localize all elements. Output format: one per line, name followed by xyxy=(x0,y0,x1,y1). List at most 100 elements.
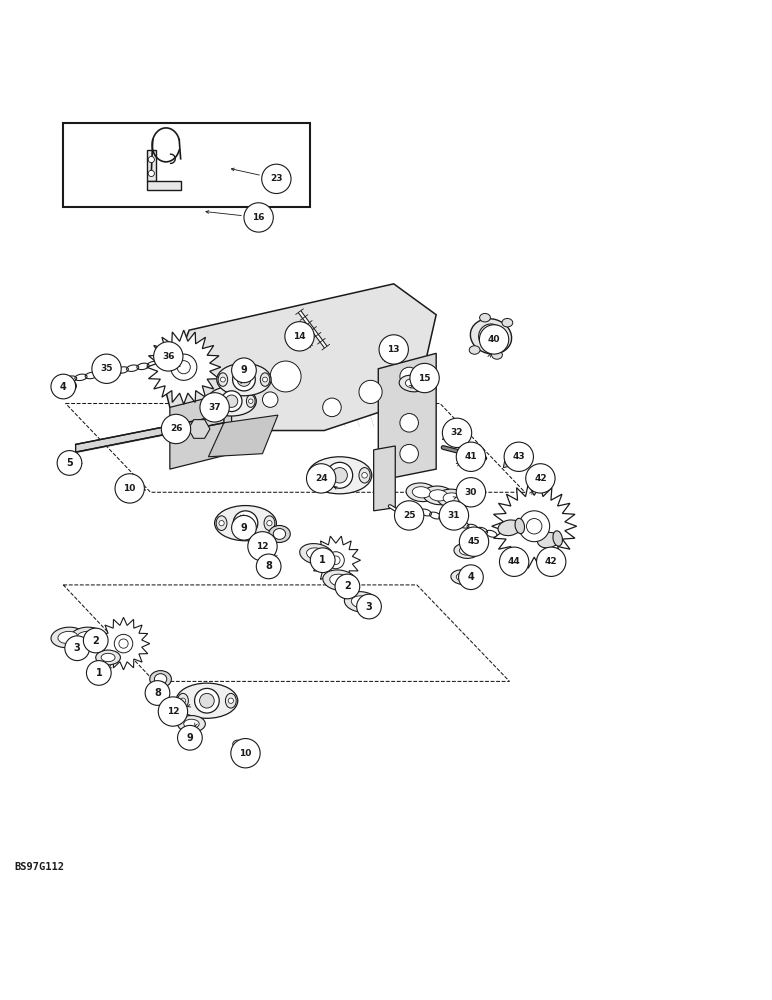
Circle shape xyxy=(210,399,215,403)
Circle shape xyxy=(359,380,382,404)
Circle shape xyxy=(158,697,188,726)
Circle shape xyxy=(57,451,82,475)
Ellipse shape xyxy=(208,395,217,407)
Ellipse shape xyxy=(359,468,371,483)
Circle shape xyxy=(270,361,301,392)
Ellipse shape xyxy=(176,683,238,718)
Ellipse shape xyxy=(307,457,372,494)
Circle shape xyxy=(233,511,258,535)
Circle shape xyxy=(262,164,291,194)
Circle shape xyxy=(400,367,418,386)
Text: 10: 10 xyxy=(124,484,136,493)
Circle shape xyxy=(238,516,253,530)
Text: 16: 16 xyxy=(252,213,265,222)
Ellipse shape xyxy=(51,627,85,648)
Ellipse shape xyxy=(323,570,357,591)
Text: 23: 23 xyxy=(270,174,283,183)
Polygon shape xyxy=(378,353,436,481)
Text: 2: 2 xyxy=(344,581,350,591)
Circle shape xyxy=(456,442,486,471)
Ellipse shape xyxy=(232,740,242,748)
Text: 42: 42 xyxy=(534,474,547,483)
Circle shape xyxy=(200,393,229,422)
Ellipse shape xyxy=(469,346,480,354)
Text: 41: 41 xyxy=(465,452,477,461)
Ellipse shape xyxy=(459,547,473,555)
Ellipse shape xyxy=(225,693,236,708)
Polygon shape xyxy=(374,446,395,511)
Ellipse shape xyxy=(216,516,227,530)
Circle shape xyxy=(178,725,202,750)
Circle shape xyxy=(248,532,277,561)
Circle shape xyxy=(379,335,408,364)
Circle shape xyxy=(219,521,224,526)
Circle shape xyxy=(86,661,111,685)
Text: 25: 25 xyxy=(403,511,415,520)
Text: 13: 13 xyxy=(388,345,400,354)
Ellipse shape xyxy=(492,351,503,359)
Text: 12: 12 xyxy=(167,707,179,716)
Circle shape xyxy=(394,501,424,530)
Ellipse shape xyxy=(217,363,271,396)
Ellipse shape xyxy=(246,395,255,407)
Text: 31: 31 xyxy=(448,511,460,520)
Text: 12: 12 xyxy=(256,542,269,551)
Circle shape xyxy=(154,342,183,371)
Circle shape xyxy=(306,464,336,493)
Polygon shape xyxy=(97,617,150,670)
Ellipse shape xyxy=(178,716,205,732)
Ellipse shape xyxy=(184,719,199,729)
Circle shape xyxy=(115,474,144,503)
Ellipse shape xyxy=(454,543,479,558)
Circle shape xyxy=(241,742,250,752)
Polygon shape xyxy=(147,181,181,190)
Text: 24: 24 xyxy=(315,474,327,483)
Polygon shape xyxy=(503,454,513,468)
Circle shape xyxy=(161,414,191,444)
Circle shape xyxy=(83,628,108,653)
Ellipse shape xyxy=(399,375,427,392)
Ellipse shape xyxy=(249,536,273,551)
Polygon shape xyxy=(166,284,436,431)
Text: 9: 9 xyxy=(187,733,193,743)
Ellipse shape xyxy=(456,573,470,581)
Circle shape xyxy=(312,473,317,478)
Ellipse shape xyxy=(126,483,137,491)
Circle shape xyxy=(526,464,555,493)
Text: 43: 43 xyxy=(513,452,525,461)
Circle shape xyxy=(519,511,550,542)
Ellipse shape xyxy=(76,631,96,643)
Circle shape xyxy=(479,325,509,354)
Ellipse shape xyxy=(254,539,268,547)
Circle shape xyxy=(400,414,418,432)
Circle shape xyxy=(327,552,344,569)
Ellipse shape xyxy=(154,674,167,685)
Text: 8: 8 xyxy=(266,561,272,571)
Polygon shape xyxy=(170,392,232,469)
Circle shape xyxy=(92,354,121,383)
Ellipse shape xyxy=(470,319,512,354)
Text: 9: 9 xyxy=(241,365,247,375)
Text: 3: 3 xyxy=(74,643,80,653)
Circle shape xyxy=(232,358,256,383)
Ellipse shape xyxy=(264,516,275,530)
Text: 1: 1 xyxy=(320,555,326,565)
Text: 10: 10 xyxy=(239,749,252,758)
Text: BS97G112: BS97G112 xyxy=(14,862,64,872)
Polygon shape xyxy=(208,415,278,457)
Ellipse shape xyxy=(101,653,115,662)
Circle shape xyxy=(323,398,341,417)
Text: 44: 44 xyxy=(508,557,520,566)
Ellipse shape xyxy=(443,493,462,504)
Polygon shape xyxy=(311,536,361,584)
Ellipse shape xyxy=(429,490,448,501)
Circle shape xyxy=(148,156,154,163)
Ellipse shape xyxy=(306,548,327,560)
Ellipse shape xyxy=(437,489,468,508)
Circle shape xyxy=(459,527,489,556)
Text: 5: 5 xyxy=(66,458,73,468)
Ellipse shape xyxy=(479,313,490,322)
Ellipse shape xyxy=(344,592,378,612)
Circle shape xyxy=(256,554,281,579)
Text: 1: 1 xyxy=(96,668,102,678)
